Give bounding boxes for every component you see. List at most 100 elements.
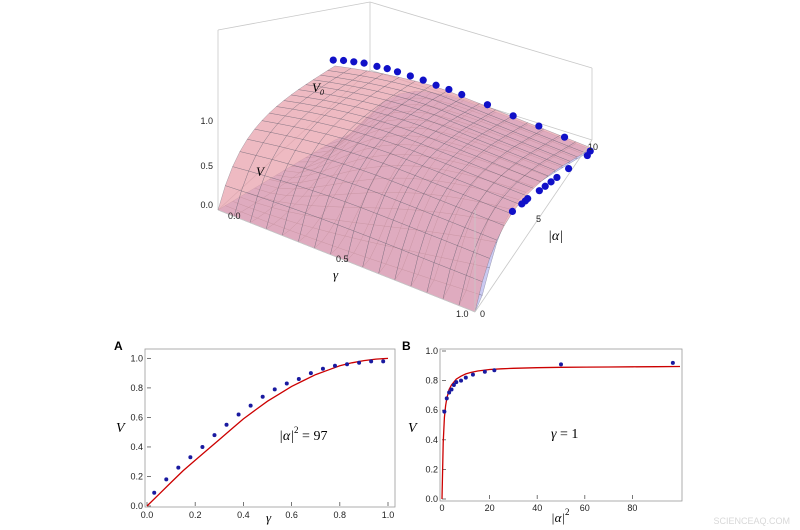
gamma-tick-label: 0.0 [228, 211, 241, 221]
data-point [463, 375, 468, 380]
data-point [296, 377, 301, 382]
data-point [224, 422, 229, 427]
annotation: γ = 1 [551, 427, 578, 442]
watermark: SCIENCEAQ.COM [713, 516, 790, 526]
alpha-tick-label: 10 [588, 142, 598, 152]
fit-curve-line [146, 357, 389, 507]
surface-data-point [339, 56, 348, 65]
gamma-tick-label: 0.5 [336, 254, 349, 264]
axis-ticks: 0 20 40 60 80 0.0 0.2 0.4 0.6 0.8 1.0 [425, 346, 637, 513]
y-tick-label: 0.0 [425, 494, 438, 504]
x-tick-label: 80 [627, 503, 637, 513]
plot-frame [439, 348, 683, 502]
surface-data-point [483, 101, 492, 109]
data-point [236, 412, 241, 417]
data-point [260, 394, 265, 399]
surface-data-point [432, 81, 440, 89]
x-tick-label: 0 [439, 503, 444, 513]
gamma-tick-label: 1.0 [456, 309, 469, 319]
surface-data-point [565, 165, 573, 173]
data-point [381, 359, 386, 364]
surface-data-point [547, 178, 555, 186]
x-tick-label: 20 [485, 503, 495, 513]
surface-data-point [508, 207, 517, 215]
data-point [308, 371, 313, 376]
data-point [482, 369, 487, 374]
alpha-tick-label: 5 [536, 214, 541, 224]
data-points [442, 360, 675, 414]
v0-surface-label: V0 [312, 80, 324, 97]
data-point [152, 490, 157, 495]
surface-data-point [535, 122, 543, 130]
data-point [272, 387, 277, 392]
surface-data-point [541, 182, 549, 190]
surface-data-point [350, 58, 358, 66]
y-tick-label: 0.4 [425, 435, 438, 445]
data-points [152, 359, 386, 495]
surface-data-point [509, 112, 517, 120]
y-tick-label: 0.4 [130, 442, 143, 452]
fit-curve [146, 357, 389, 507]
bounding-box-front [217, 139, 593, 313]
data-point [369, 359, 374, 364]
y-tick-label: 0.0 [130, 501, 143, 511]
x-tick-label: 0.0 [141, 510, 154, 520]
y-tick-label: 0.6 [130, 412, 143, 422]
alpha-axis-label: |α| [548, 229, 563, 244]
surface-data-point [373, 62, 381, 70]
y-axis-label: V [408, 421, 418, 436]
data-point [357, 360, 362, 365]
data-point [212, 433, 217, 438]
data-point [492, 368, 497, 373]
x-axis-label: |α|2 [551, 507, 569, 525]
fit-curve-line [441, 365, 681, 500]
surface-data-point [393, 68, 402, 76]
x-tick-label: 0.2 [189, 510, 202, 520]
x-tick-label: 0.6 [285, 510, 298, 520]
z-tick-label: 1.0 [200, 116, 213, 126]
data-point [320, 366, 325, 371]
y-tick-label: 0.8 [425, 376, 438, 386]
surface-data-point [329, 56, 337, 64]
data-point [447, 390, 452, 395]
z-tick-label: 0.5 [200, 161, 213, 171]
surface-data-points [329, 56, 594, 215]
data-point [164, 477, 169, 482]
x-tick-label: 0.4 [237, 510, 250, 520]
data-point [670, 360, 675, 365]
gamma-axis-label: γ [333, 267, 339, 282]
y-tick-label: 0.6 [425, 405, 438, 415]
data-point [451, 383, 456, 388]
y-axis-label: V [116, 421, 126, 436]
plot-frame [144, 348, 396, 508]
surface-data-point [583, 151, 591, 160]
data-point [284, 381, 289, 386]
panel-b-chart: B 0 20 40 60 80 0.0 0.2 0.4 0.6 0.8 1.0 V |α|2 γ =… [402, 339, 683, 525]
data-point [188, 455, 193, 460]
data-point [176, 465, 181, 470]
data-point [200, 444, 205, 449]
surface-data-point [360, 59, 368, 67]
x-tick-label: 0.8 [334, 510, 347, 520]
data-point [442, 409, 447, 414]
surface-data-point [560, 133, 569, 141]
surface-data-point [518, 200, 526, 208]
data-point [470, 372, 475, 377]
panel-label: A [114, 339, 123, 353]
x-axis-label: γ [266, 510, 272, 525]
y-tick-label: 0.2 [130, 471, 143, 481]
z-tick-label: 0.0 [200, 200, 213, 210]
x-tick-label: 60 [580, 503, 590, 513]
data-point [459, 378, 464, 383]
x-tick-label: 40 [532, 503, 542, 513]
surface-data-point [383, 65, 391, 73]
data-point [454, 380, 459, 385]
alpha-tick-label: 0 [480, 309, 485, 319]
x-tick-label: 1.0 [382, 510, 395, 520]
y-tick-label: 1.0 [425, 346, 438, 356]
surface-data-point [553, 173, 561, 182]
data-point [449, 387, 454, 392]
v-surface-label: V [256, 164, 266, 179]
annotation: |α|2 = 97 [279, 425, 327, 444]
